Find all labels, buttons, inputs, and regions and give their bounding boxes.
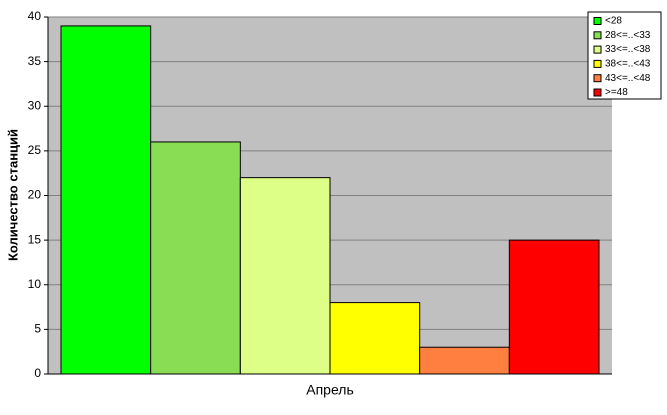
y-axis-label: Количество станций (5, 129, 20, 261)
bar (239, 177, 331, 375)
bar (508, 239, 600, 375)
y-tick-label: 25 (28, 143, 42, 157)
bar (329, 302, 421, 375)
legend-swatch (593, 17, 602, 25)
legend-swatch (593, 74, 602, 83)
bar (150, 141, 241, 375)
legend-label: >=48 (605, 87, 628, 98)
y-tick-label: 15 (28, 232, 42, 246)
legend-label: 43<=..<48 (605, 73, 651, 84)
y-tick-label: 20 (28, 188, 42, 202)
legend-label: <28 (605, 16, 622, 27)
legend-label: 28<=..<33 (605, 30, 651, 41)
y-tick-label: 5 (34, 322, 41, 336)
legend-swatch (593, 45, 602, 54)
legend-label: 38<=..<43 (605, 59, 651, 70)
bar (60, 25, 152, 375)
y-tick-label: 35 (28, 54, 42, 68)
legend-swatch (593, 31, 602, 40)
y-tick-label: 30 (28, 98, 42, 112)
y-tick-label: 0 (34, 366, 41, 380)
x-tick-label: Апрель (306, 382, 354, 398)
legend-swatch (593, 59, 602, 68)
bar (419, 346, 510, 375)
y-tick-label: 10 (28, 277, 42, 291)
y-tick-label: 40 (28, 9, 42, 23)
legend-box (587, 11, 662, 100)
legend-swatch (593, 88, 602, 97)
legend-label: 33<=..<38 (605, 44, 651, 55)
